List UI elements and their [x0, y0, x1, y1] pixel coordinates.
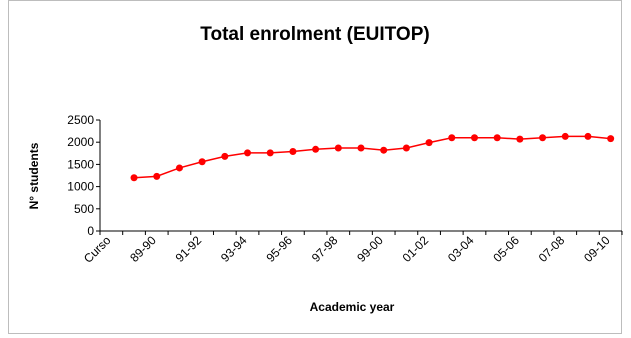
chart-title: Total enrolment (EUITOP): [200, 24, 429, 45]
y-tick-label: 2500: [67, 113, 94, 127]
y-tick-label: 2000: [67, 135, 94, 149]
x-tick-label: 05-06: [490, 233, 522, 265]
data-point: [584, 132, 592, 140]
data-point: [198, 158, 206, 166]
data-point: [266, 149, 274, 157]
x-tick-label: 95-96: [263, 233, 295, 265]
y-tick-label: 1500: [67, 157, 94, 171]
data-point: [380, 146, 388, 154]
y-tick-label: 1000: [67, 180, 94, 194]
x-tick-label: 89-90: [127, 233, 159, 265]
data-point: [153, 172, 161, 180]
series-line: [133, 135, 611, 179]
x-tick-label: 01-02: [400, 233, 432, 265]
data-point: [516, 135, 524, 143]
data-point: [357, 144, 365, 152]
data-point: [470, 134, 478, 142]
data-point: [402, 144, 410, 152]
data-point: [334, 144, 342, 152]
data-point: [493, 134, 501, 142]
x-tick-label: 97-98: [309, 233, 341, 265]
data-point: [312, 145, 320, 153]
chart-frame: [8, 0, 622, 334]
x-tick-label: 07-08: [536, 233, 568, 265]
data-point: [607, 135, 615, 143]
data-point: [448, 134, 456, 142]
y-tick-label: 500: [74, 202, 94, 216]
data-point: [130, 174, 138, 182]
data-point: [539, 134, 547, 142]
x-tick-label: Curso: [81, 233, 114, 266]
x-axis-title: Academic year: [310, 300, 395, 314]
y-axis-title: N° students: [27, 142, 41, 209]
y-tick-label: 0: [87, 224, 94, 238]
data-point: [561, 132, 569, 140]
x-tick-label: 03-04: [445, 233, 477, 265]
data-point: [244, 149, 252, 157]
data-point: [289, 148, 297, 156]
data-point: [221, 152, 229, 160]
x-tick-label: 09-10: [581, 233, 613, 265]
data-point: [175, 164, 183, 172]
data-point: [425, 139, 433, 147]
x-tick-label: 99-00: [354, 233, 386, 265]
x-tick-label: 93-94: [218, 233, 250, 265]
x-tick-label: 91-92: [173, 233, 205, 265]
